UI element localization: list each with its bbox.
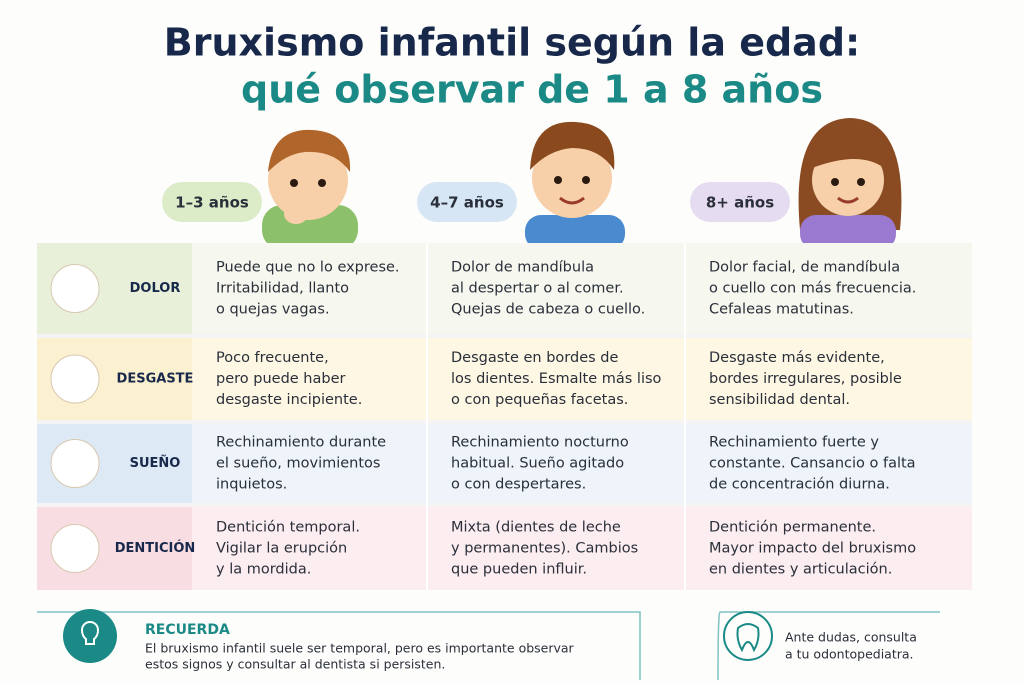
note-text: a tu odontopediatra.: [785, 647, 914, 662]
cell-text: y la mordida.: [216, 562, 311, 578]
cell-text: Quejas de cabeza o cuello.: [451, 302, 645, 318]
cell-text: Irritabilidad, llanto: [216, 281, 349, 297]
cell-text: Puede que no lo exprese.: [216, 260, 400, 276]
cell-text: de concentración diurna.: [709, 477, 890, 493]
kid-child: [525, 121, 625, 250]
age-label: 4–7 años: [430, 194, 504, 212]
cell-text: desgaste incipiente.: [216, 392, 362, 408]
cell-text: Rechinamiento nocturno: [451, 435, 629, 451]
row-icon: [50, 264, 100, 313]
note-text: Ante dudas, consulta: [785, 630, 917, 645]
footer-text: estos signos y consultar al dentista si …: [145, 657, 445, 672]
cell-text: pero puede haber: [216, 371, 345, 387]
row-bg: [192, 338, 972, 420]
cell-text: Dolor de mandíbula: [451, 260, 594, 276]
row-bg: [192, 424, 972, 503]
row-label: DENTICIÓN: [115, 540, 196, 556]
cell-text: o con despertares.: [451, 477, 586, 493]
age-pill: [690, 182, 790, 222]
row-icon: [50, 439, 100, 488]
footer-text: El bruxismo infantil suele ser temporal,…: [145, 641, 575, 656]
cell-text: y permanentes). Cambios: [451, 541, 638, 557]
cell-text: Desgaste en bordes de: [451, 350, 618, 366]
cell-text: sensibilidad dental.: [709, 392, 850, 408]
cell-text: al despertar o al comer.: [451, 281, 624, 297]
row-label: SUEÑO: [130, 455, 181, 471]
cell-text: Dentición permanente.: [709, 520, 876, 536]
row-icon: [50, 524, 100, 573]
title: Bruxismo infantil según la edad:: [164, 21, 860, 65]
age-pill: [162, 182, 262, 222]
age-label: 8+ años: [706, 194, 774, 212]
tooth-icon: [723, 611, 773, 661]
cell-text: Mayor impacto del bruxismo: [709, 541, 916, 557]
cell-text: Rechinamiento fuerte y: [709, 435, 879, 451]
note-frame: [717, 611, 940, 681]
footer-frame: [37, 611, 641, 680]
cell-text: Vigilar la erupción: [216, 541, 347, 557]
cell-text: que pueden influir.: [451, 562, 587, 578]
row-bg: [192, 243, 972, 334]
row-label: DOLOR: [130, 281, 181, 296]
cell-text: constante. Cansancio o falta: [709, 456, 916, 472]
cell-text: habitual. Sueño agitado: [451, 456, 624, 472]
age-label: 1–3 años: [175, 194, 249, 212]
cell-text: los dientes. Esmalte más liso: [451, 371, 662, 387]
cell-text: Poco frecuente,: [216, 350, 329, 366]
bulb-icon: [63, 609, 117, 663]
row-bg: [192, 507, 972, 590]
kid-older: [798, 118, 902, 250]
age-pill: [417, 182, 517, 222]
kid-toddler: [262, 129, 358, 250]
cell-text: bordes irregulares, posible: [709, 371, 902, 387]
cell-text: Dentición temporal.: [216, 520, 360, 536]
row-label: DESGASTE: [117, 372, 194, 387]
cell-text: Dolor facial, de mandíbula: [709, 260, 900, 276]
cell-text: Mixta (dientes de leche: [451, 520, 621, 536]
cell-text: o con pequeñas facetas.: [451, 392, 628, 408]
row-icon: [50, 354, 100, 404]
cell-text: Cefaleas matutinas.: [709, 302, 854, 318]
cell-text: Rechinamiento durante: [216, 435, 386, 451]
cell-text: o quejas vagas.: [216, 302, 330, 318]
cell-text: o cuello con más frecuencia.: [709, 281, 916, 297]
subtitle: qué observar de 1 a 8 años: [241, 68, 823, 112]
cell-text: en dientes y articulación.: [709, 562, 892, 578]
footer-heading: RECUERDA: [145, 622, 230, 638]
cell-text: el sueño, movimientos: [216, 456, 380, 472]
cell-text: Desgaste más evidente,: [709, 350, 885, 366]
cell-text: inquietos.: [216, 477, 287, 493]
